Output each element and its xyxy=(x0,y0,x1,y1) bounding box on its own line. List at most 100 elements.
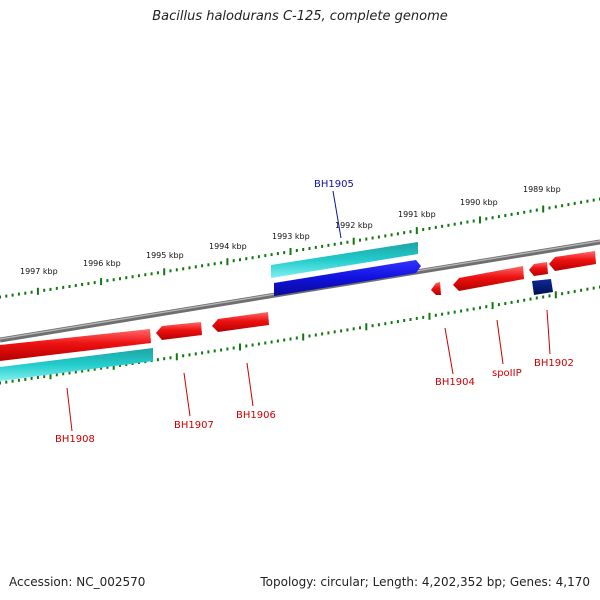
minor-tick xyxy=(232,259,235,263)
minor-tick xyxy=(194,265,197,269)
gene-bh1905[interactable] xyxy=(274,260,421,296)
accession-label: Accession: NC_002570 xyxy=(9,575,146,589)
minor-tick xyxy=(314,245,317,249)
gene-bh1908[interactable] xyxy=(0,329,151,361)
minor-tick xyxy=(434,225,437,229)
minor-tick xyxy=(112,278,115,282)
minor-tick xyxy=(188,266,191,270)
minor-tick xyxy=(87,282,90,286)
minor-tick xyxy=(510,212,513,216)
scale-label: 1991 kbp xyxy=(398,210,436,219)
minor-tick xyxy=(257,342,260,346)
major-tick xyxy=(542,205,545,213)
minor-tick xyxy=(81,283,84,286)
topology-label: Topology: circular; Length: 4,202,352 bp… xyxy=(260,575,590,589)
cds-feature-lower[interactable] xyxy=(0,348,153,381)
minor-tick xyxy=(390,233,393,237)
gene-label-bh1906[interactable]: BH1906 xyxy=(236,410,276,421)
minor-tick xyxy=(377,323,380,327)
minor-tick xyxy=(327,331,330,335)
minor-tick xyxy=(5,380,8,384)
minor-tick xyxy=(321,244,324,248)
gene-label-spoiip[interactable]: spoIIP xyxy=(492,368,522,379)
minor-tick xyxy=(87,368,90,372)
minor-tick xyxy=(213,349,216,353)
minor-tick xyxy=(220,348,223,352)
minor-tick xyxy=(245,257,248,261)
scale-label: 1996 kbp xyxy=(83,259,121,268)
minor-tick xyxy=(308,247,311,250)
minor-tick xyxy=(125,276,128,280)
minor-tick xyxy=(194,352,197,356)
minor-tick xyxy=(403,319,406,322)
minor-tick xyxy=(516,299,519,303)
gene-label-bh1907[interactable]: BH1907 xyxy=(174,420,214,431)
gene-bh1902[interactable] xyxy=(549,251,596,271)
minor-tick xyxy=(592,198,595,202)
gene-spoiip[interactable] xyxy=(453,266,524,291)
minor-tick xyxy=(580,288,583,292)
minor-tick xyxy=(144,273,147,277)
minor-tick xyxy=(460,309,463,313)
minor-tick xyxy=(497,215,500,219)
major-tick xyxy=(112,362,115,370)
gene-bh1906[interactable] xyxy=(212,312,269,332)
minor-tick xyxy=(36,376,39,379)
minor-tick xyxy=(81,369,84,373)
minor-tick xyxy=(529,209,532,213)
scale-label: 1995 kbp xyxy=(146,251,184,260)
minor-tick xyxy=(447,311,450,315)
cds-feature-upper[interactable] xyxy=(271,242,418,278)
minor-tick xyxy=(333,242,336,246)
minor-tick xyxy=(409,230,412,234)
minor-tick xyxy=(295,336,298,340)
minor-tick xyxy=(239,258,241,262)
minor-tick xyxy=(472,219,475,223)
minor-tick xyxy=(479,306,481,310)
gene-label-bh1908[interactable]: BH1908 xyxy=(55,434,95,445)
gene-leader-lines xyxy=(66,190,551,432)
minor-tick xyxy=(447,223,450,227)
gene-labels: BH1905 BH1904 spoIIP BH1902 BH1908 BH190… xyxy=(55,179,574,445)
minor-tick xyxy=(182,354,185,358)
minor-tick xyxy=(371,324,374,328)
minor-tick xyxy=(460,221,463,225)
minor-tick xyxy=(175,268,178,272)
gene-label-bh1902[interactable]: BH1902 xyxy=(534,358,574,369)
minor-tick xyxy=(5,294,8,298)
minor-tick xyxy=(485,305,488,309)
gene-bh1904[interactable] xyxy=(431,282,441,295)
minor-tick xyxy=(542,295,545,299)
minor-tick xyxy=(251,256,254,260)
gene-bh1907[interactable] xyxy=(156,322,202,340)
gene-label-bh1904[interactable]: BH1904 xyxy=(435,377,475,388)
major-tick xyxy=(415,227,418,235)
minor-tick xyxy=(30,290,33,294)
minor-tick xyxy=(302,248,305,251)
gene-bh1903[interactable] xyxy=(529,262,548,276)
minor-tick xyxy=(17,292,20,296)
minor-tick xyxy=(43,375,46,379)
minor-tick xyxy=(257,255,260,259)
major-tick xyxy=(289,248,292,255)
minor-tick xyxy=(163,357,166,361)
major-tick xyxy=(226,258,229,266)
minor-tick xyxy=(295,249,298,252)
minor-tick xyxy=(137,274,140,278)
gene-label-bh1905[interactable]: BH1905 xyxy=(314,179,354,190)
minor-tick xyxy=(264,254,267,258)
minor-tick xyxy=(68,285,71,288)
minor-tick xyxy=(169,356,172,360)
scale-label: 1992 kbp xyxy=(335,221,373,230)
lower-scale-ticks xyxy=(0,285,600,385)
minor-tick xyxy=(592,286,595,290)
minor-tick xyxy=(308,334,311,338)
minor-tick xyxy=(245,344,248,348)
minor-tick xyxy=(384,322,387,326)
minor-tick xyxy=(523,210,526,214)
minor-tick xyxy=(314,333,317,337)
minor-tick xyxy=(403,231,406,235)
gene-dark-feature[interactable] xyxy=(532,279,553,295)
minor-tick xyxy=(409,318,412,321)
